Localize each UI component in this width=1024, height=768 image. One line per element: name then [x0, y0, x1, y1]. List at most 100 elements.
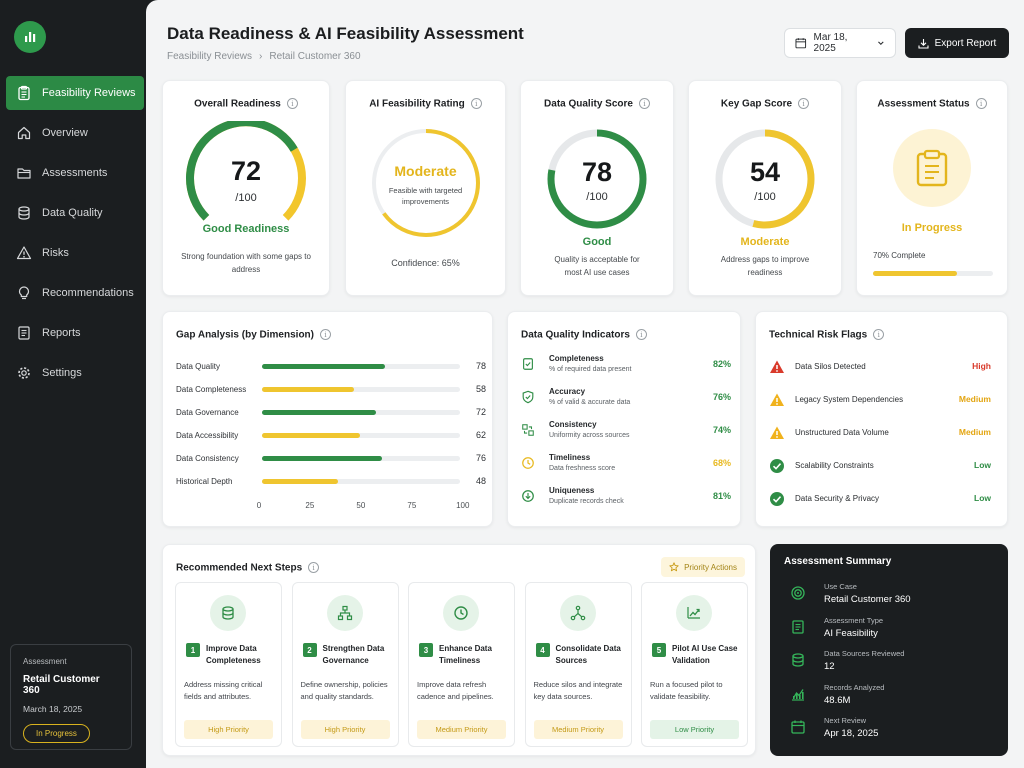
check-circle-icon	[770, 492, 784, 506]
gap-bar-track	[262, 386, 460, 392]
summary-value: Apr 18, 2025	[824, 728, 879, 739]
assessment-date: March 18, 2025	[23, 704, 83, 714]
data-quality-indicator-row: Completeness % of required data present …	[521, 354, 731, 380]
step-description: Define ownership, policies and quality s…	[300, 680, 388, 701]
date-picker[interactable]: Mar 18, 2025	[784, 28, 896, 58]
risk-flag-row: Data Silos Detected High	[769, 357, 991, 375]
axis-tick-label: 100	[456, 501, 470, 510]
card-title: Overall Readiness	[194, 98, 281, 110]
sidebar-item-label: Assessments	[42, 167, 108, 179]
gap-value: 48	[476, 476, 487, 486]
risk-level: Low	[974, 493, 991, 503]
status-progress-fill	[873, 271, 957, 276]
sidebar-item-label: Risks	[42, 247, 69, 259]
calendar-icon	[791, 720, 805, 734]
key-gap-description: Address gaps to improve readiness	[720, 255, 810, 277]
info-icon[interactable]: i	[873, 329, 885, 340]
uniqueness-icon	[522, 490, 534, 502]
priority-badge: Low Priority	[650, 720, 739, 739]
info-icon[interactable]: i	[470, 98, 482, 109]
sidebar-item-reports[interactable]: Reports	[6, 316, 144, 350]
export-report-button[interactable]: Export Report	[905, 28, 1009, 58]
sidebar: Feasibility Reviews Overview Assessments…	[0, 0, 146, 768]
date-value: Mar 18, 2025	[813, 32, 848, 54]
risk-flag-row: Legacy System Dependencies Medium	[769, 390, 991, 408]
next-step-card[interactable]: 5 Pilot AI Use Case Validation Run a foc…	[641, 582, 748, 747]
next-step-card[interactable]: 2 Strengthen Data Governance Define owne…	[291, 582, 399, 747]
step-number: 5	[652, 643, 666, 657]
info-icon[interactable]: i	[798, 98, 810, 109]
readiness-max: /100	[235, 192, 257, 204]
ai-feasibility-card: AI Feasibility Rating i Moderate Feasible…	[345, 80, 506, 296]
step-number: 1	[186, 643, 200, 657]
priority-actions-label: Priority Actions	[684, 562, 737, 572]
priority-badge: Medium Priority	[533, 720, 623, 739]
gap-bar-track	[262, 455, 460, 461]
summary-key: Assessment Type	[824, 615, 884, 625]
sidebar-item-data-quality[interactable]: Data Quality	[6, 196, 144, 230]
status-value: In Progress	[901, 222, 963, 234]
data-quality-score-card: Data Quality Score i 78 /100 Good Quality…	[520, 80, 674, 296]
next-step-card[interactable]: 3 Enhance Data Timeliness Improve data r…	[408, 582, 515, 747]
summary-key: Use Case	[824, 582, 857, 591]
gap-bar-track	[262, 363, 460, 369]
assessment-name: Retail Customer 360	[23, 674, 100, 696]
gap-bar-track	[262, 478, 460, 484]
priority-badge: High Priority	[184, 720, 273, 739]
sidebar-item-label: Settings	[42, 367, 82, 379]
priority-actions-button[interactable]: Priority Actions	[661, 557, 745, 577]
accuracy-icon	[522, 390, 534, 404]
info-icon[interactable]: i	[635, 329, 647, 340]
gap-bar	[262, 409, 376, 415]
next-step-card[interactable]: 1 Improve Data Completeness Address miss…	[175, 582, 282, 747]
gap-value: 78	[476, 361, 487, 371]
section-title: Assessment Summary	[784, 556, 892, 567]
gap-bar-track	[262, 409, 460, 415]
data-quality-score: 78	[581, 157, 613, 187]
breadcrumb-item-feasibility-reviews[interactable]: Feasibility Reviews	[167, 51, 253, 62]
app-logo[interactable]	[14, 21, 46, 53]
risk-flag-row: Scalability Constraints Low	[769, 456, 991, 474]
indicator-description: Data freshness score	[549, 465, 616, 472]
readiness-gauge	[163, 121, 329, 221]
info-icon[interactable]: i	[638, 98, 650, 109]
current-assessment-card[interactable]: Assessment Retail Customer 360 March 18,…	[10, 644, 132, 750]
info-icon[interactable]: i	[286, 98, 298, 109]
step-icon-circle	[443, 595, 479, 631]
info-icon[interactable]: i	[975, 98, 987, 109]
page-title: Data Readiness & AI Feasibility Assessme…	[167, 24, 524, 43]
data-quality-indicator-row: Timeliness Data freshness score 68%	[521, 453, 731, 479]
data-quality-indicators-card: Data Quality Indicators i Completeness % …	[507, 311, 741, 527]
alert-red-icon	[770, 360, 784, 373]
data-quality-indicator-row: Uniqueness Duplicate records check 81%	[521, 486, 731, 512]
gauge-fill	[186, 121, 298, 221]
consistency-icon	[522, 424, 534, 436]
ring-fill	[547, 129, 647, 229]
sidebar-item-overview[interactable]: Overview	[6, 116, 144, 150]
gap-value: 72	[476, 407, 487, 417]
next-step-card[interactable]: 4 Consolidate Data Sources Reduce silos …	[524, 582, 632, 747]
gear-icon	[16, 365, 32, 381]
sidebar-item-feasibility-reviews[interactable]: Feasibility Reviews	[6, 76, 144, 110]
section-title: Data Quality Indicators	[521, 329, 630, 341]
target-icon	[791, 586, 805, 600]
gap-label: Data Consistency	[176, 453, 239, 463]
sidebar-item-assessments[interactable]: Assessments	[6, 156, 144, 190]
gap-label: Data Governance	[176, 407, 239, 417]
gap-row: Data Consistency 76	[176, 451, 486, 465]
sidebar-item-settings[interactable]: Settings	[6, 356, 144, 390]
risk-name: Data Silos Detected	[795, 361, 866, 371]
step-icon-circle	[210, 595, 246, 631]
info-icon[interactable]: i	[320, 329, 331, 340]
indicator-name: Timeliness	[549, 453, 591, 462]
info-icon[interactable]: i	[308, 562, 320, 573]
risk-name: Unstructured Data Volume	[795, 427, 889, 437]
sidebar-item-recommendations[interactable]: Recommendations	[6, 276, 144, 310]
sidebar-item-risks[interactable]: Risks	[6, 236, 144, 270]
data-quality-max: /100	[586, 191, 608, 203]
sidebar-item-label: Reports	[42, 327, 81, 339]
lightbulb-icon	[16, 285, 32, 301]
section-title: Technical Risk Flags	[769, 329, 868, 341]
clipboard-icon	[16, 85, 32, 101]
readiness-label: Good Readiness	[202, 223, 290, 235]
